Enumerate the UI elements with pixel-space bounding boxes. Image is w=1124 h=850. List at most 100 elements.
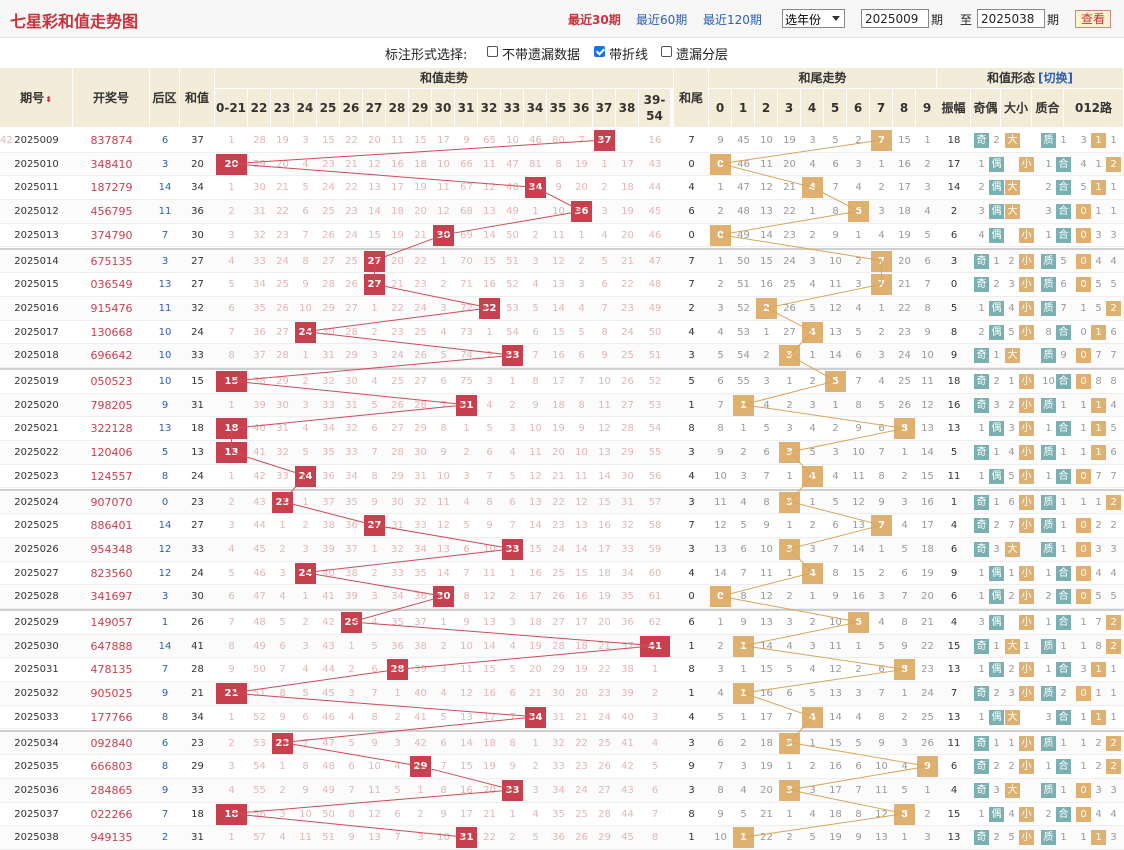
tail-col-header: 2: [755, 89, 778, 128]
back-cell: 14: [158, 182, 172, 194]
tail-miss-cell: 1: [924, 784, 931, 796]
checkbox-miss-layer-label[interactable]: 遗漏分层: [676, 48, 729, 63]
view-button[interactable]: 查看: [1075, 10, 1111, 28]
sum-miss-cell: 9: [578, 423, 585, 435]
road-012-miss: 7: [1110, 350, 1117, 362]
odd-even-tag: 奇: [974, 397, 989, 413]
tail-cell: 5: [688, 376, 695, 387]
road-012-miss: 5: [1095, 302, 1102, 314]
sum-miss-cell: 10: [529, 423, 542, 435]
tail-miss-cell: 3: [832, 447, 839, 459]
from-issue-input[interactable]: [861, 9, 929, 28]
sum-miss-cell: 81: [529, 158, 542, 170]
amp-cell: 4: [950, 520, 958, 532]
prime-composite-miss: 1: [1060, 399, 1067, 411]
tail-miss-cell: 10: [829, 255, 842, 267]
sum-miss-cell: 12: [575, 496, 588, 508]
sum-cell: 30: [191, 591, 204, 603]
sum-cell: 41: [191, 640, 204, 652]
road-012-tag: 0: [1076, 204, 1091, 220]
tail-miss-cell: 4: [855, 711, 862, 723]
award-cell: 322128: [90, 422, 133, 436]
to-issue-input[interactable]: [977, 9, 1045, 28]
tail-miss-cell: 1: [878, 543, 885, 555]
sum-hit-cell: 15: [216, 371, 247, 392]
tail-miss-cell: 2: [809, 229, 816, 241]
tail-miss-cell: 20: [898, 255, 911, 267]
link-recent-120[interactable]: 最近120期: [703, 13, 762, 27]
tail-miss-cell: 5: [809, 447, 816, 459]
switch-link[interactable]: [切换]: [1038, 71, 1073, 85]
sum-miss-cell: 23: [276, 229, 289, 241]
to-label: 至: [960, 13, 973, 27]
tail-hit-cell: 3: [779, 732, 800, 754]
back-cell: 5: [161, 447, 169, 459]
issue-cell: 2025009: [14, 135, 59, 146]
checkbox-polyline[interactable]: [594, 46, 605, 57]
tail-hit-cell: 4: [802, 177, 823, 199]
sum-miss-cell: 32: [552, 737, 565, 749]
prime-composite-tag: 合: [1056, 589, 1071, 605]
link-recent-30[interactable]: 最近30期: [568, 13, 621, 27]
sum-miss-cell: 5: [651, 761, 659, 773]
sort-icon[interactable]: ⬍: [45, 95, 52, 104]
link-recent-60[interactable]: 最近60期: [636, 13, 688, 27]
sum-miss-cell: 55: [253, 784, 266, 796]
sum-miss-cell: 40: [621, 711, 634, 723]
tail-miss-cell: 8: [855, 808, 862, 820]
tail-miss-cell: 10: [875, 761, 888, 773]
big-small-tag: 小: [1019, 735, 1034, 751]
issue-cell: 2025036: [14, 784, 59, 796]
tail-miss-cell: 5: [878, 399, 885, 411]
tail-miss-cell: 26: [921, 737, 934, 749]
odd-even-tag: 偶: [989, 615, 1004, 630]
sum-miss-cell: 44: [253, 520, 266, 532]
road-012-miss: 6: [1110, 326, 1117, 338]
road-012-tag: 0: [1076, 806, 1091, 822]
sum-miss-cell: 9: [228, 664, 235, 676]
issue-cell: 2025026: [14, 543, 59, 555]
big-small-tag: 大: [1005, 180, 1020, 196]
tail-miss-cell: 11: [875, 784, 888, 796]
tail-cell: 7: [688, 279, 695, 291]
road-012-miss: 1: [1095, 206, 1102, 218]
tail-miss-cell: 9: [855, 423, 862, 435]
checkbox-polyline-label[interactable]: 带折线: [609, 48, 649, 63]
odd-even-miss: 2: [993, 376, 1000, 387]
year-select[interactable]: 选年份: [782, 9, 845, 28]
sum-miss-cell: 34: [345, 470, 358, 482]
sum-miss-cell: 33: [552, 761, 565, 773]
sum-miss-cell: 3: [279, 567, 286, 579]
prime-composite-tag: 质: [1041, 494, 1056, 510]
sum-miss-cell: 43: [253, 496, 266, 508]
checkbox-no-miss-label[interactable]: 不带遗漏数据: [502, 48, 581, 63]
sum-col-header: 36: [570, 89, 593, 128]
checkbox-no-miss[interactable]: [487, 46, 498, 57]
road-012-miss: 1: [1095, 688, 1102, 700]
sum-miss-cell: 40: [253, 423, 266, 435]
sum-miss-cell: 35: [552, 808, 565, 820]
col-issue-header[interactable]: 期号⬍: [0, 68, 73, 128]
odd-even-tag: 奇: [974, 494, 989, 510]
tail-miss-cell: 1: [809, 591, 816, 603]
prime-composite-tag: 合: [1056, 324, 1071, 340]
tail-hit-cell: 0: [710, 224, 731, 246]
sum-miss-cell: 33: [621, 543, 634, 555]
sum-miss-cell: 36: [322, 470, 335, 482]
issue-cell: 2025021: [14, 423, 59, 435]
sum-miss-cell: 53: [253, 737, 266, 749]
odd-even-miss: 2: [993, 761, 1000, 773]
sum-miss-cell: 3: [509, 617, 516, 628]
sum-miss-cell: 6: [440, 376, 447, 387]
tail-miss-cell: 47: [737, 182, 750, 194]
tail-miss-cell: 49: [737, 229, 750, 241]
sum-miss-cell: 32: [345, 423, 358, 435]
tail-miss-cell: 21: [760, 808, 773, 820]
sum-miss-cell: 2: [578, 255, 585, 267]
sum-miss-cell: 10: [299, 302, 312, 314]
award-cell: 478135: [90, 663, 133, 677]
sum-miss-cell: 3: [302, 640, 309, 652]
sum-miss-cell: 54: [253, 761, 266, 773]
amp-cell: 3: [950, 255, 958, 267]
checkbox-miss-layer[interactable]: [661, 46, 672, 57]
